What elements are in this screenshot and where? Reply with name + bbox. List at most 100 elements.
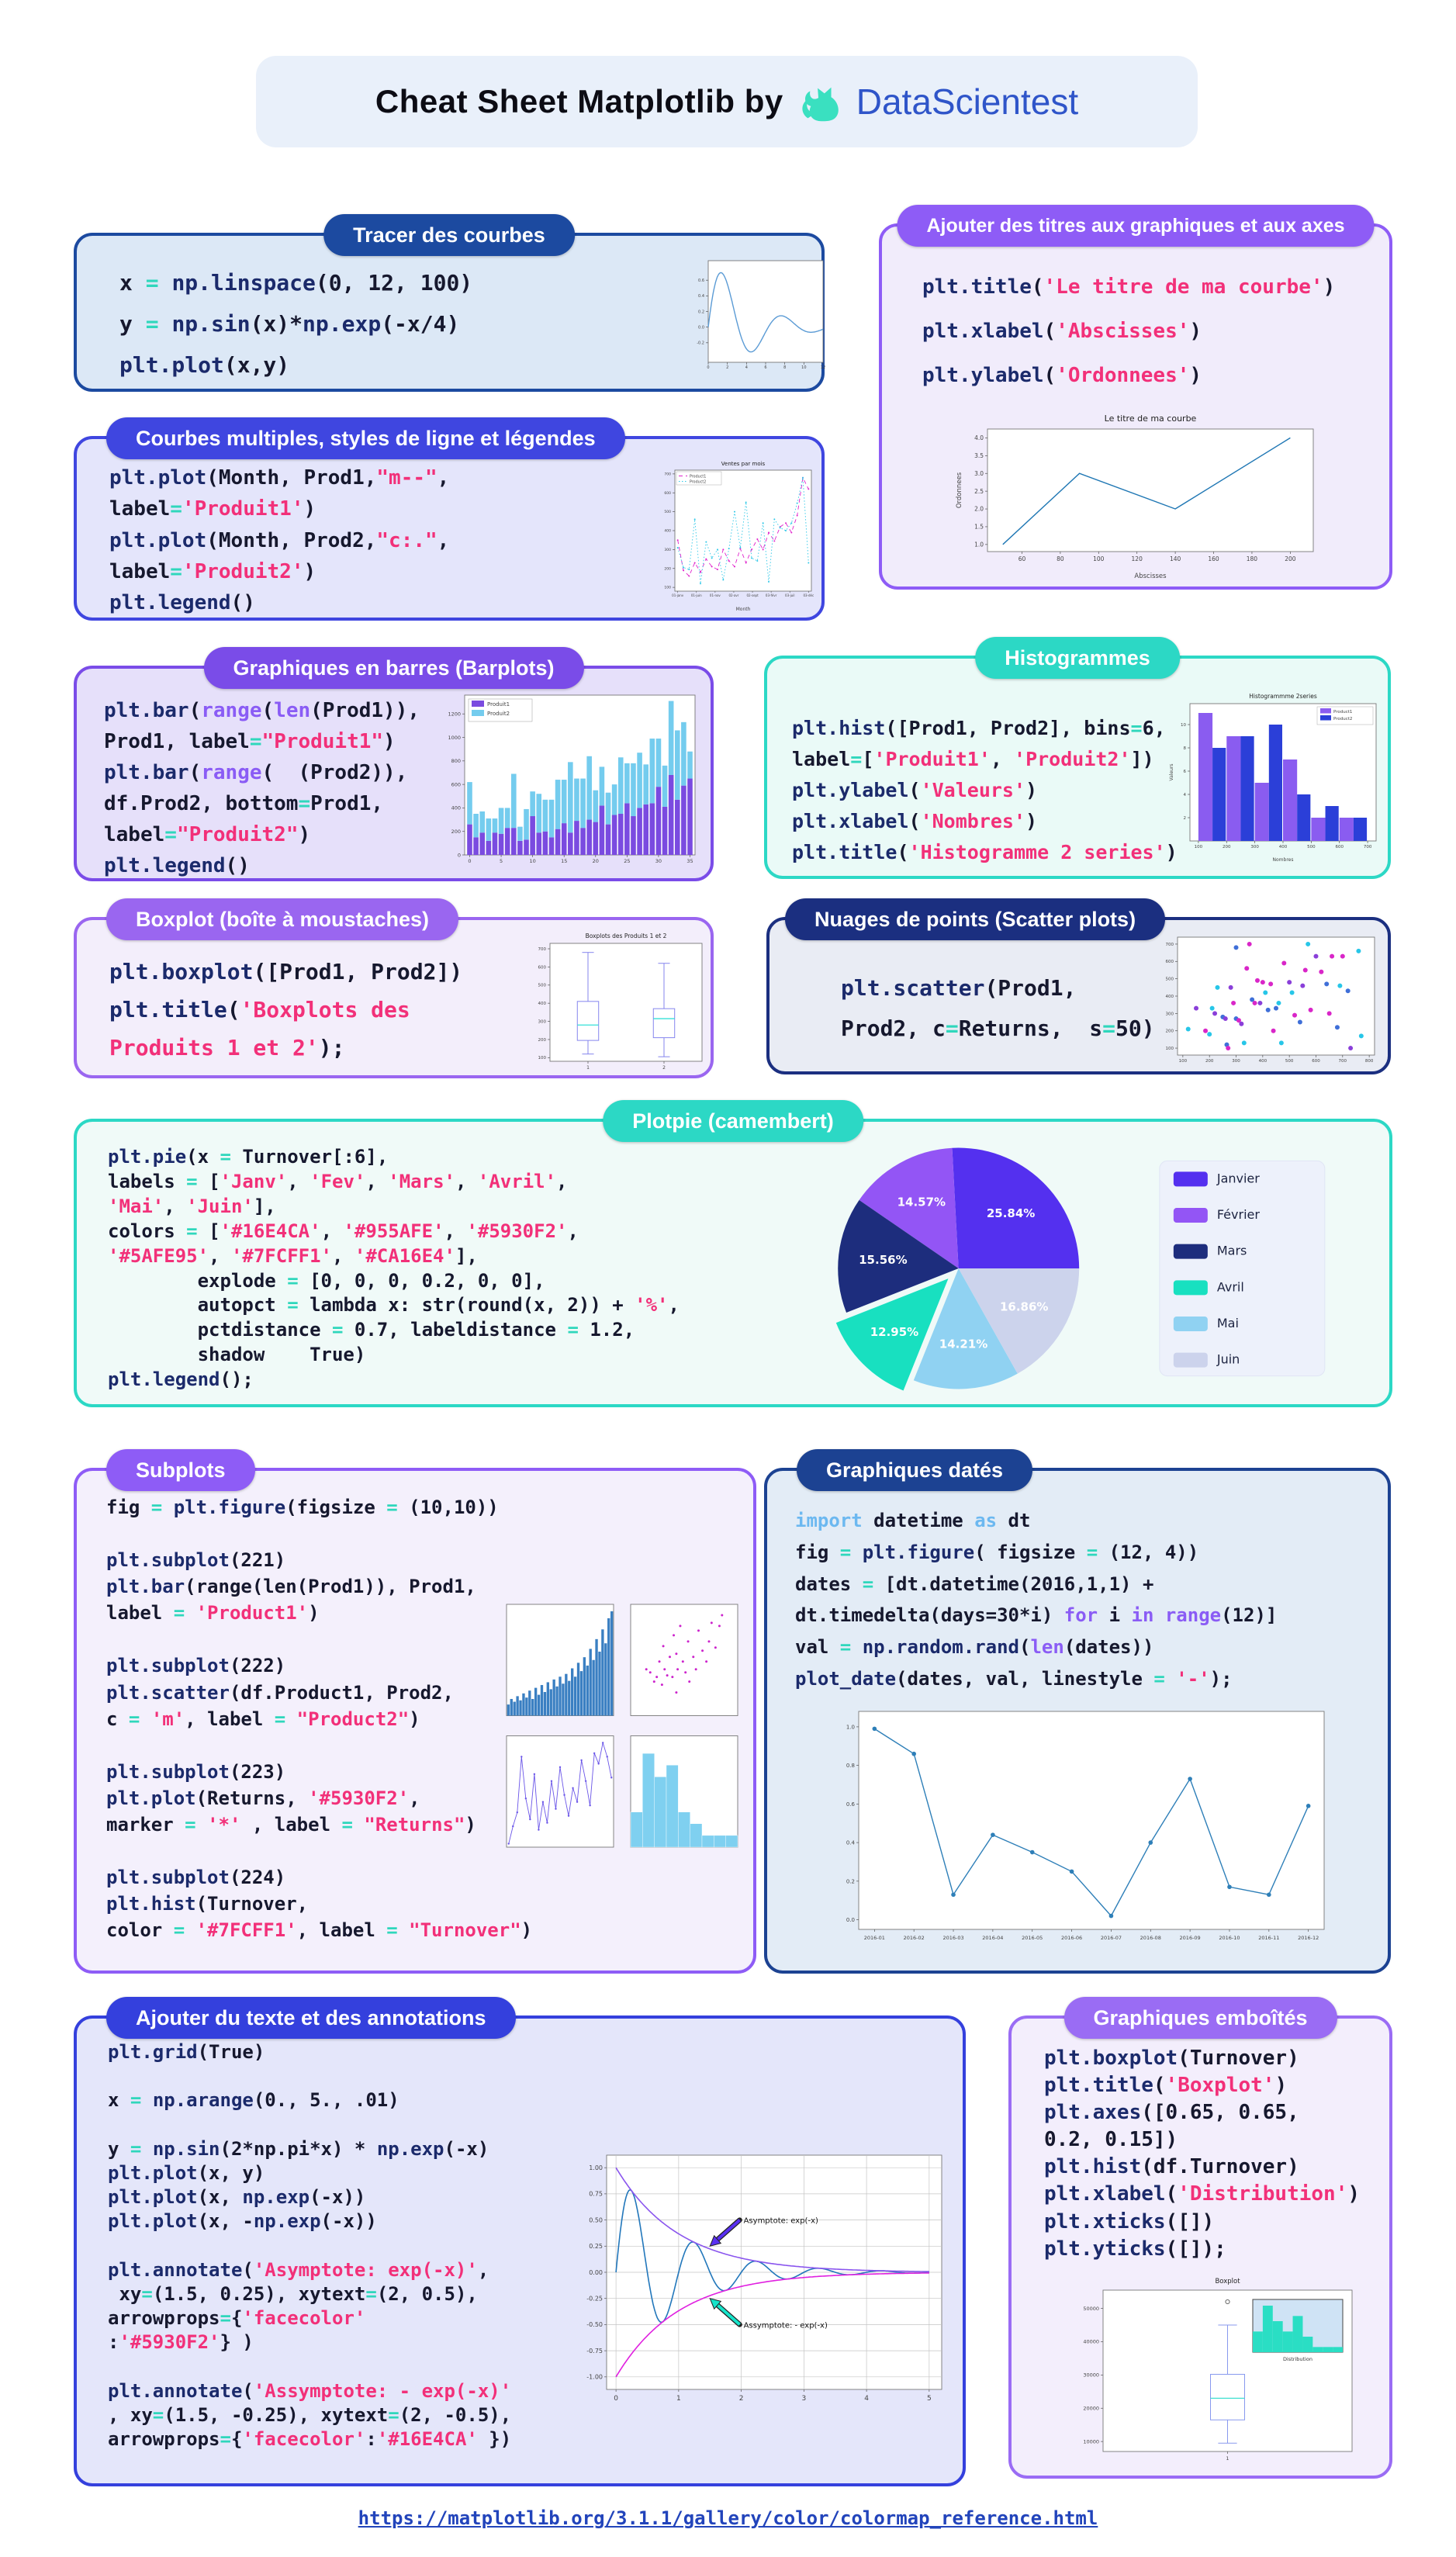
svg-text:Produit2: Produit2 [487, 711, 510, 717]
svg-text:Assymptote: - exp(-x): Assymptote: - exp(-x) [744, 2321, 828, 2330]
svg-text:Abscisses: Abscisses [1134, 573, 1167, 580]
svg-text:2016-09: 2016-09 [1180, 1935, 1201, 1941]
svg-text:Nombres: Nombres [1273, 857, 1294, 863]
section-title-annots: Ajouter du texte et des annotations [106, 1997, 516, 2039]
svg-text:0: 0 [458, 852, 461, 858]
card-scatter: Nuages de points (Scatter plots) plt.sca… [766, 898, 1391, 1074]
svg-text:300: 300 [1166, 1012, 1174, 1016]
svg-text:10: 10 [1181, 723, 1186, 728]
svg-text:1: 1 [676, 2395, 681, 2403]
svg-text:500: 500 [1166, 977, 1174, 982]
svg-text:2016-04: 2016-04 [982, 1935, 1003, 1941]
svg-text:160: 160 [1208, 555, 1219, 562]
svg-text:12: 12 [821, 365, 825, 370]
svg-text:400: 400 [1279, 845, 1288, 849]
svg-text:100: 100 [1093, 555, 1105, 562]
svg-text:0.6: 0.6 [698, 279, 704, 283]
svg-text:4.0: 4.0 [974, 434, 984, 441]
svg-text:2.5: 2.5 [974, 488, 984, 495]
svg-text:2: 2 [1184, 816, 1187, 821]
svg-text:01-nov: 01-nov [710, 593, 721, 597]
code-boxplot: plt.boxplot([Prod1, Prod2]) plt.title('Bo… [109, 959, 463, 1061]
svg-text:Distribution: Distribution [1283, 2356, 1312, 2362]
code-dates: import datetime as dt fig = plt.figure( f… [795, 1510, 1278, 1690]
svg-text:20: 20 [593, 858, 599, 864]
svg-text:700: 700 [1364, 845, 1372, 849]
plot-barplots: 0 200 400 600 800 1000 1200 0 5 10 15 20 25 30 35 Produ… [435, 689, 703, 872]
datascientest-logo-icon [796, 78, 844, 126]
svg-text:0.4: 0.4 [846, 1840, 856, 1846]
svg-text:03-févr: 03-févr [766, 593, 777, 597]
svg-text:Valeurs: Valeurs [1169, 763, 1174, 780]
svg-text:60: 60 [1019, 555, 1026, 562]
section-title-courbes: Courbes multiples, styles de ligne et lé… [106, 417, 625, 459]
svg-text:600: 600 [451, 781, 461, 787]
card-dates: Graphiques datés import datetime as dt fi… [764, 1449, 1391, 1974]
code-subplots: fig = plt.figure(figsize = (10,10)) plt.… [106, 1496, 533, 1942]
svg-text:100: 100 [538, 1056, 547, 1061]
svg-text:2: 2 [726, 365, 728, 370]
svg-text:30000: 30000 [1083, 2372, 1099, 2379]
svg-text:0.00: 0.00 [589, 2269, 603, 2276]
code-titres: plt.title('Le titre de ma courbe') plt.xl… [922, 275, 1336, 388]
plot-annots: 0 1 2 3 4 5 -1.00 -0.75 -0.50 -0.25 0.00 0.25 0.50 0.… [569, 2149, 951, 2411]
section-title-emboites: Graphiques emboîtés [1063, 1997, 1337, 2039]
svg-text:-0.25: -0.25 [586, 2296, 603, 2303]
svg-text:3: 3 [801, 2395, 806, 2403]
svg-text:4: 4 [864, 2395, 869, 2403]
svg-text:5: 5 [500, 858, 503, 864]
svg-text:600: 600 [664, 491, 671, 496]
svg-text:3.0: 3.0 [974, 470, 984, 477]
svg-text:02-avr: 02-avr [728, 593, 738, 597]
svg-text:25.84%: 25.84% [987, 1206, 1035, 1220]
svg-text:14.21%: 14.21% [939, 1337, 987, 1351]
svg-text:300: 300 [538, 1019, 547, 1024]
svg-text:1: 1 [586, 1065, 590, 1071]
svg-text:500: 500 [664, 510, 671, 514]
card-plotpie: Plotpie (camembert) plt.pie(x = Turnover… [74, 1100, 1392, 1407]
svg-text:0.25: 0.25 [589, 2243, 603, 2250]
svg-text:35: 35 [686, 858, 693, 864]
plot-boxplot: Boxplots des Produits 1 et 2 100 200 300 400… [525, 929, 711, 1075]
svg-text:4: 4 [745, 365, 748, 370]
brand-name: DataScientest [856, 81, 1079, 122]
code-emboites: plt.boxplot(Turnover) plt.title('Boxplot'… [1044, 2047, 1361, 2261]
svg-text:200: 200 [1166, 1029, 1174, 1034]
svg-text:01-janv: 01-janv [672, 593, 684, 597]
section-title-boxplot: Boxplot (boîte à moustaches) [106, 898, 459, 940]
svg-text:700: 700 [1166, 943, 1174, 947]
plot-tracer: 0 2 4 6 8 10 12 -0.2 0.0 0.2 0.4 0.6 [688, 256, 829, 376]
svg-text:1.5: 1.5 [974, 524, 984, 531]
svg-text:16.86%: 16.86% [1000, 1299, 1048, 1313]
svg-text:600: 600 [538, 965, 547, 970]
svg-text:2016-03: 2016-03 [942, 1935, 963, 1941]
svg-text:15: 15 [561, 858, 567, 864]
header: Cheat Sheet Matplotlib by DataScientest [256, 56, 1198, 147]
svg-text:700: 700 [1339, 1059, 1347, 1064]
svg-text:300: 300 [1232, 1059, 1240, 1064]
svg-text:200: 200 [538, 1038, 547, 1043]
footer-link[interactable]: https://matplotlib.org/3.1.1/gallery/col… [358, 2507, 1098, 2529]
svg-text:Janvier: Janvier [1216, 1171, 1260, 1185]
svg-text:Product1: Product1 [690, 475, 706, 479]
svg-text:-0.2: -0.2 [697, 341, 704, 346]
svg-text:Mai: Mai [1217, 1316, 1239, 1330]
svg-text:8: 8 [1184, 746, 1187, 751]
svg-text:03-juil: 03-juil [785, 593, 794, 597]
svg-text:180: 180 [1247, 555, 1258, 562]
svg-text:12.95%: 12.95% [870, 1325, 918, 1339]
svg-text:1000: 1000 [448, 735, 461, 741]
svg-text:200: 200 [1223, 845, 1231, 849]
svg-text:Le titre de ma courbe: Le titre de ma courbe [1105, 413, 1197, 424]
svg-text:700: 700 [538, 947, 547, 952]
svg-text:Ventes par mois: Ventes par mois [721, 461, 766, 467]
svg-text:400: 400 [538, 1002, 547, 1006]
svg-text:40000: 40000 [1083, 2339, 1099, 2345]
svg-text:1200: 1200 [448, 711, 461, 718]
plot-courbes: Ventes par mois Month 100 200 300 400 500 600 70… [655, 458, 819, 613]
svg-text:50000: 50000 [1083, 2306, 1099, 2312]
svg-text:Asymptote: exp(-x): Asymptote: exp(-x) [744, 2217, 818, 2226]
svg-text:0.75: 0.75 [589, 2191, 603, 2198]
svg-text:25: 25 [624, 858, 630, 864]
svg-text:0.0: 0.0 [698, 325, 704, 330]
